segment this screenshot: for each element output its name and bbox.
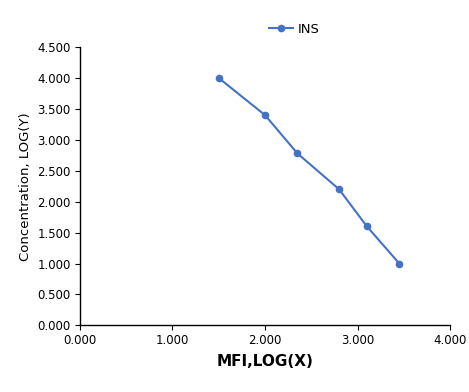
INS — [336, 187, 342, 192]
INS — [295, 151, 300, 156]
INS — [262, 113, 268, 118]
X-axis label: MFI,LOG(X): MFI,LOG(X) — [217, 354, 313, 369]
Line: INS: INS — [216, 75, 402, 267]
INS — [396, 261, 402, 266]
Y-axis label: Concentration, LOG(Y): Concentration, LOG(Y) — [19, 112, 32, 261]
INS — [364, 224, 370, 229]
INS — [216, 76, 221, 80]
Legend: INS: INS — [264, 18, 325, 41]
